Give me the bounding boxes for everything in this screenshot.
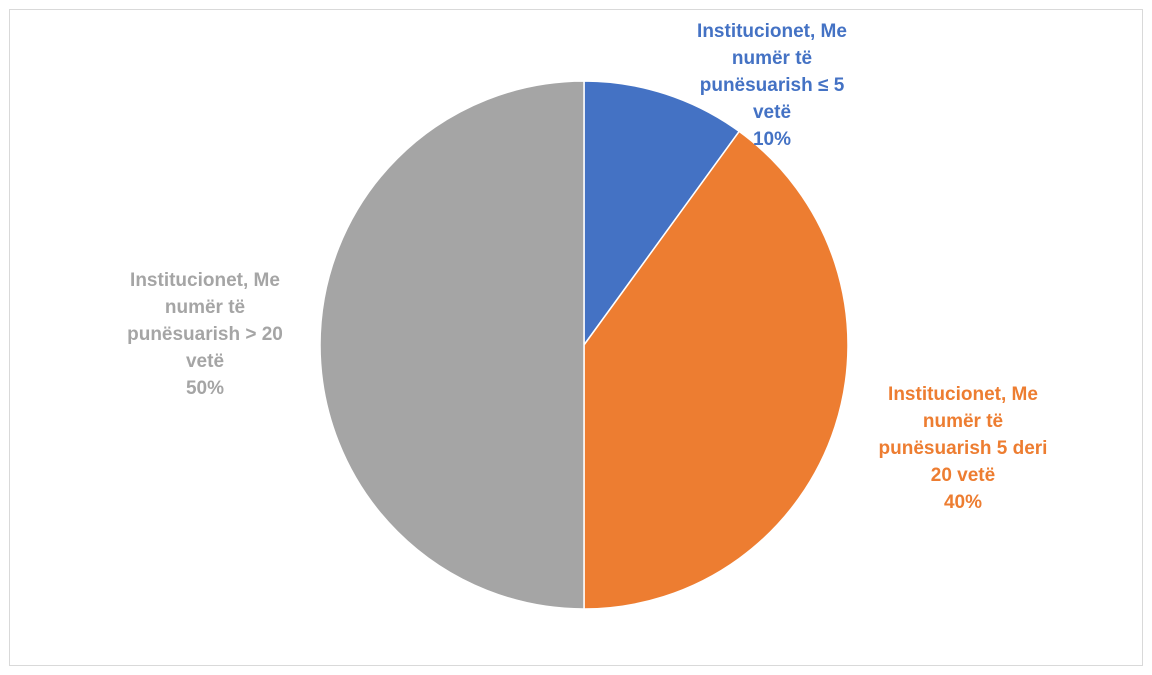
label-line: Institucionet, Me <box>697 21 847 42</box>
pie-slice-medium <box>583 130 849 610</box>
label-line: vetë <box>752 102 792 123</box>
percent-label: 50% <box>185 378 225 399</box>
pie-slice-small <box>583 80 741 348</box>
pie-slices <box>319 80 849 610</box>
label-line: 20 vetë <box>930 465 996 486</box>
label-line: Institucionet, Me <box>130 270 280 291</box>
label-line: punësuarish > 20 <box>127 324 283 345</box>
label-line: punësuarish ≤ 5 <box>699 75 845 96</box>
slice-label-large-institutions: Institucionet, Me numër të punësuarish >… <box>95 267 315 402</box>
slice-label-medium-institutions: Institucionet, Me numër të punësuarish 5… <box>858 381 1068 516</box>
pie-slice-large <box>319 80 585 610</box>
label-line: punësuarish 5 deri <box>878 438 1048 459</box>
label-line: numër të <box>922 411 1004 432</box>
label-line: numër të <box>164 297 246 318</box>
percent-label: 10% <box>752 129 792 150</box>
slice-label-small-institutions: Institucionet, Me numër të punësuarish ≤… <box>672 18 872 153</box>
percent-label: 40% <box>943 492 983 513</box>
label-line: vetë <box>185 351 225 372</box>
label-line: Institucionet, Me <box>888 384 1038 405</box>
label-line: numër të <box>731 48 813 69</box>
